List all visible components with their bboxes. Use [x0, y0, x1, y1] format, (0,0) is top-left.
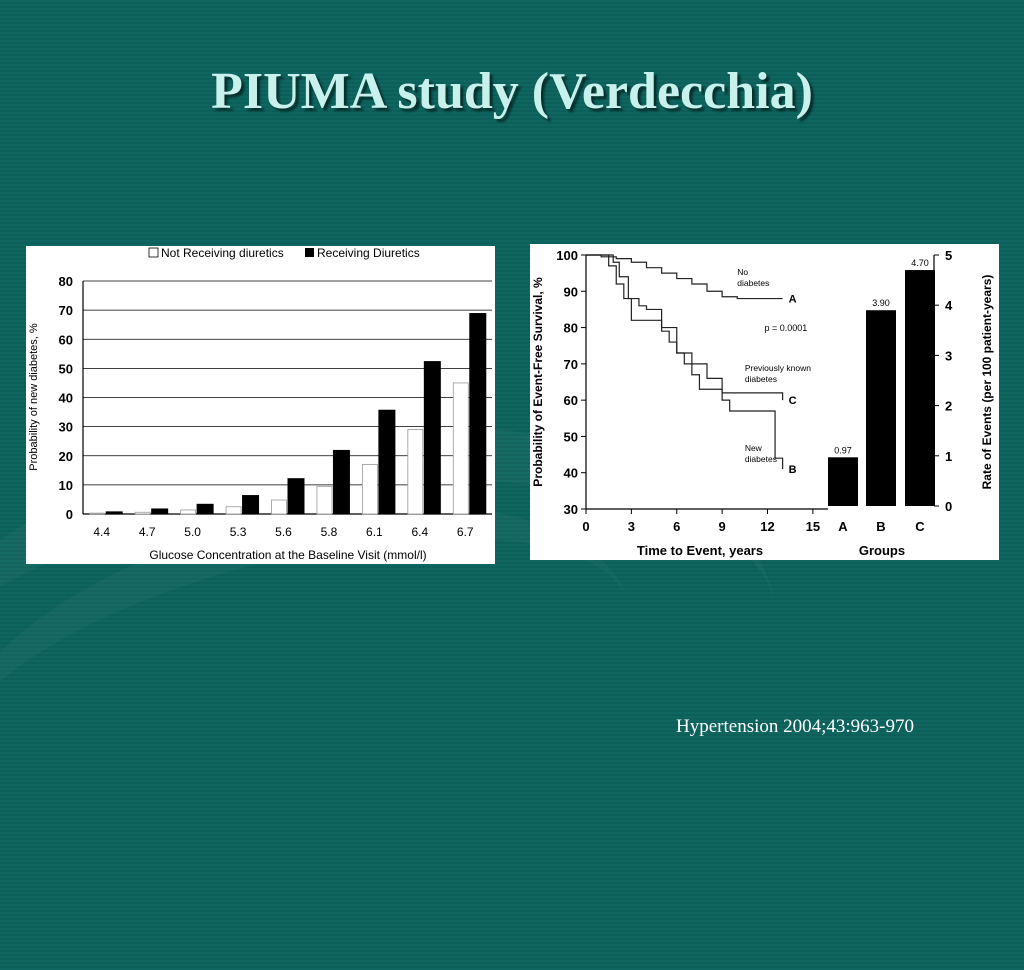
- x-tick-label: 4.7: [139, 525, 156, 539]
- y-axis-label: Probability of new diabetes, %: [28, 323, 40, 471]
- x-tick-label: 5.0: [184, 525, 201, 539]
- bar-receiving-diuretics: [196, 503, 214, 514]
- curve-description-label: diabetes: [737, 278, 769, 288]
- x-tick-label: 6.1: [366, 525, 383, 539]
- rate-y-axis-label: Rate of Events (per 100 patient-years): [980, 275, 994, 490]
- citation: Hypertension 2004;43:963-970: [676, 716, 915, 737]
- x-tick-label: 6.7: [457, 525, 474, 539]
- survival-x-axis-label: Time to Event, years: [637, 543, 763, 558]
- survival-x-tick-label: 15: [806, 519, 820, 534]
- bar-receiving-diuretics: [423, 361, 441, 514]
- rate-y-tick-label: 0: [945, 499, 952, 514]
- curve-letter-label: B: [789, 464, 797, 476]
- survival-y-tick-label: 80: [564, 321, 578, 336]
- x-tick-label: 6.4: [411, 525, 428, 539]
- x-tick-label: 4.4: [93, 525, 110, 539]
- y-tick-label: 50: [59, 361, 73, 376]
- rate-y-tick-label: 3: [945, 348, 952, 363]
- x-axis-label: Glucose Concentration at the Baseline Vi…: [149, 548, 426, 562]
- survival-x-tick-label: 9: [719, 519, 726, 534]
- bar-receiving-diuretics: [332, 449, 350, 514]
- y-tick-label: 70: [59, 303, 73, 318]
- rate-bar-value-label: 0.97: [834, 445, 852, 455]
- x-tick-label: 5.8: [321, 525, 338, 539]
- bar-not-receiving-diuretics: [316, 485, 333, 515]
- rate-bar-value-label: 4.70: [911, 258, 929, 268]
- bar-receiving-diuretics: [105, 511, 123, 514]
- y-tick-label: 0: [66, 507, 73, 522]
- survival-x-tick-label: 3: [628, 519, 635, 534]
- bar-not-receiving-diuretics: [225, 506, 242, 515]
- bar-receiving-diuretics: [469, 313, 487, 514]
- bar-not-receiving-diuretics: [180, 509, 197, 515]
- bar-not-receiving-diuretics: [134, 511, 151, 515]
- legend-swatch-not-receiving: [148, 247, 159, 258]
- survival-y-tick-label: 50: [564, 429, 578, 444]
- bar-receiving-diuretics: [287, 478, 305, 514]
- slide-title: PIUMA study (Verdecchia): [211, 63, 813, 120]
- curve-letter-label: C: [789, 395, 797, 407]
- survival-y-tick-label: 100: [556, 248, 578, 263]
- bar-not-receiving-diuretics: [89, 512, 106, 515]
- y-tick-label: 80: [59, 274, 73, 289]
- rate-x-tick-label: C: [915, 519, 925, 534]
- bar-not-receiving-diuretics: [452, 382, 469, 515]
- rate-x-tick-label: B: [876, 519, 885, 534]
- survival-chart-panel: 30 40 50 60 70 80 90 100 0 3 6 9 12 15 A No diabetes C Pre…: [530, 244, 999, 560]
- rate-bar-value-label: 3.90: [872, 298, 890, 308]
- survival-x-tick-label: 6: [673, 519, 680, 534]
- bar-receiving-diuretics: [151, 508, 169, 514]
- survival-y-tick-label: 60: [564, 393, 578, 408]
- p-value-annotation: p = 0.0001: [764, 323, 807, 333]
- bar-not-receiving-diuretics: [271, 499, 287, 515]
- x-tick-label: 5.6: [275, 525, 292, 539]
- survival-y-axis-label: Probability of Event-Free Survival, %: [531, 277, 545, 487]
- legend-label-not-receiving: Not Receiving diuretics: [161, 246, 284, 260]
- curve-description-label: diabetes: [745, 374, 777, 384]
- rate-y-tick-label: 4: [945, 298, 953, 313]
- rate-bar: [828, 457, 858, 506]
- y-tick-label: 10: [59, 478, 73, 493]
- survival-curve: [586, 254, 784, 401]
- survival-y-tick-label: 40: [564, 466, 578, 481]
- rate-y-tick-label: 1: [945, 449, 952, 464]
- rate-bar: [866, 310, 896, 506]
- x-tick-label: 5.3: [230, 525, 247, 539]
- survival-x-tick-label: 12: [760, 519, 774, 534]
- rate-x-tick-label: A: [838, 519, 848, 534]
- rate-y-tick-label: 2: [945, 399, 952, 414]
- glucose-bar-chart: 0 10 20 30 40 50 60 70 80 4.4 4.7 5.0 5.3 5.6 5.8 6.1 6.…: [28, 246, 492, 562]
- curve-description-label: No: [737, 267, 748, 277]
- y-tick-label: 30: [59, 420, 73, 435]
- legend-label-receiving: Receiving Diuretics: [317, 246, 420, 260]
- rate-bar: [905, 270, 935, 506]
- survival-curve: [586, 254, 783, 300]
- curve-letter-label: A: [789, 294, 797, 306]
- survival-y-tick-label: 30: [564, 502, 578, 517]
- bar-not-receiving-diuretics: [407, 429, 424, 515]
- bar-receiving-diuretics: [378, 409, 396, 514]
- glucose-bar-chart-panel: 0 10 20 30 40 50 60 70 80 4.4 4.7 5.0 5.3 5.6 5.8 6.1 6.…: [26, 246, 495, 564]
- bar-receiving-diuretics: [242, 495, 260, 514]
- curve-description-label: diabetes: [745, 454, 777, 464]
- y-tick-label: 20: [59, 449, 73, 464]
- rate-y-tick-label: 5: [945, 248, 952, 263]
- survival-x-tick-label: 0: [582, 519, 589, 534]
- legend-swatch-receiving: [305, 248, 314, 257]
- rate-x-axis-label: Groups: [859, 543, 905, 558]
- curve-description-label: New: [745, 443, 763, 453]
- bar-not-receiving-diuretics: [361, 464, 378, 515]
- y-tick-label: 60: [59, 332, 73, 347]
- survival-y-tick-label: 70: [564, 357, 578, 372]
- curve-description-label: Previously known: [745, 363, 811, 373]
- survival-y-tick-label: 90: [564, 284, 578, 299]
- y-tick-label: 40: [59, 391, 73, 406]
- survival-curve: [586, 254, 784, 470]
